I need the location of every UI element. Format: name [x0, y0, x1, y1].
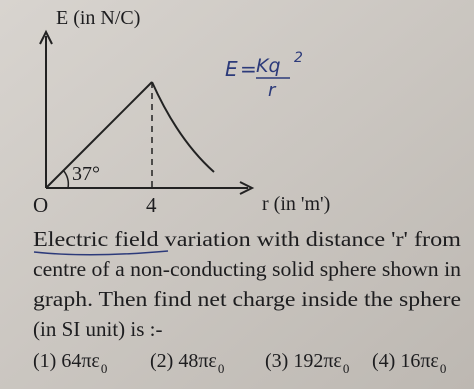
option-subscript: 0 — [218, 361, 225, 376]
question-line: (in SI unit) is :- — [33, 317, 163, 341]
annotation-equals: = — [240, 57, 257, 81]
question-line: graph. Then find net charge inside the s… — [33, 287, 461, 311]
question-line: Electric field variation with distance '… — [33, 227, 461, 251]
annotation-denominator: r — [268, 80, 277, 101]
option-text: (1) 64πε — [33, 350, 100, 372]
annotation-exponent: 2 — [294, 50, 303, 66]
angle-arc — [62, 169, 70, 189]
origin-label: O — [33, 193, 48, 217]
x-axis-label: r (in 'm') — [262, 193, 330, 215]
annotation-numerator: Kq — [256, 55, 281, 77]
options: (1) 64πε 0 (2) 48πε 0 (3) 192πε 0 (4) 16πε 0 — [33, 350, 446, 376]
x-mark-label: 4 — [146, 193, 157, 217]
angle-label: 37° — [72, 163, 100, 185]
annotation-lhs: E — [225, 57, 238, 81]
option-subscript: 0 — [343, 361, 350, 376]
option-text: (4) 16πε — [372, 350, 439, 372]
decay-curve — [151, 81, 215, 173]
y-arrow — [39, 29, 53, 45]
question-line: centre of a non-conducting solid sphere … — [33, 257, 462, 281]
option-text: (3) 192πε — [265, 350, 342, 372]
x-arrow — [239, 181, 255, 195]
option-subscript: 0 — [440, 361, 447, 376]
option-text: (2) 48πε — [150, 350, 217, 372]
option-subscript: 0 — [101, 361, 108, 376]
y-axis-label: E (in N/C) — [56, 7, 140, 29]
underline — [33, 250, 169, 256]
